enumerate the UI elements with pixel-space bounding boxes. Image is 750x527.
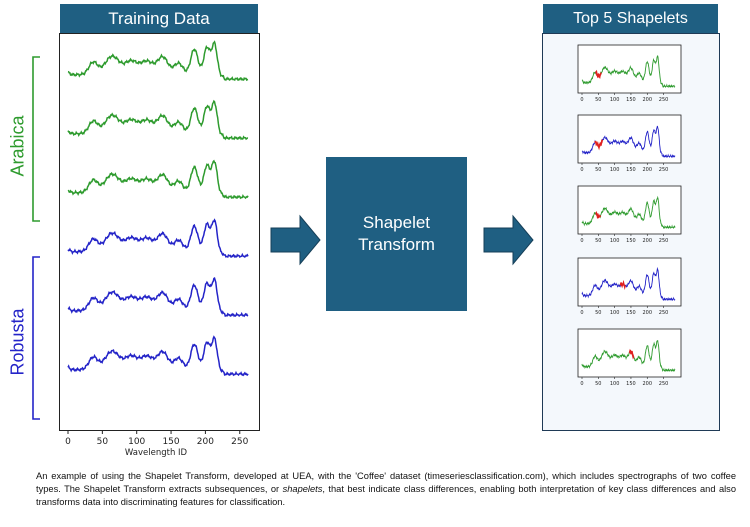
x-tick-label: 100 <box>128 437 145 447</box>
shapelet-x-tick-label: 200 <box>642 167 652 173</box>
shapelet-x-tick-label: 0 <box>580 310 583 316</box>
shapelet-x-tick-label: 200 <box>642 97 652 103</box>
shapelet-x-tick-label: 0 <box>580 238 583 244</box>
x-tick-label: 150 <box>162 437 179 447</box>
x-tick-label: 250 <box>231 437 248 447</box>
caption-italic: shapelets <box>282 484 323 494</box>
shapelet-x-tick-label: 0 <box>580 167 583 173</box>
shapelet-x-tick-label: 200 <box>642 310 652 316</box>
x-tick-label: 50 <box>97 437 109 447</box>
caption-text: An example of using the Shapelet Transfo… <box>36 471 736 494</box>
shapelet-x-tick-label: 50 <box>595 238 601 244</box>
training-spectrum-line <box>67 218 249 259</box>
shapelet-x-tick-label: 100 <box>610 238 620 244</box>
training-spectra: 0 50 100 150 200 250 Wavelength ID <box>65 40 249 458</box>
training-data-panel <box>59 33 260 431</box>
training-spectrum-line <box>67 99 249 141</box>
shapelet-highlight <box>619 279 626 290</box>
shapelet-x-tick-label: 100 <box>610 381 620 387</box>
shapelet-highlight <box>628 348 635 360</box>
shapelet-highlight <box>594 69 602 79</box>
shapelet-x-tick-label: 200 <box>642 238 652 244</box>
figure-caption: An example of using the Shapelet Transfo… <box>36 470 736 509</box>
shapelet-highlight <box>595 210 602 219</box>
shapelet-series-line <box>581 266 676 302</box>
shapelet-x-tick-label: 0 <box>580 381 583 387</box>
top-shapelets-plots: 0 50 100 150 200 250 0 50 100 150 200 250 0 50 100 150 2… <box>577 44 682 387</box>
training-spectrum-line <box>67 159 249 200</box>
top-shapelets-header: Top 5 Shapelets <box>543 4 718 34</box>
x-axis-label: Wavelength ID <box>125 448 188 458</box>
shapelet-x-tick-label: 200 <box>642 381 652 387</box>
arrow-right-icon <box>483 214 534 266</box>
x-tick-label: 200 <box>197 437 214 447</box>
shapelet-x-tick-label: 0 <box>580 97 583 103</box>
shapelet-x-tick-label: 50 <box>595 97 601 103</box>
shapelet-x-tick-label: 150 <box>626 310 636 316</box>
shapelet-highlight <box>594 139 604 151</box>
shapelet-transform-label: Shapelet Transform <box>358 213 435 254</box>
training-spectrum-line <box>67 40 249 82</box>
shapelet-x-tick-label: 50 <box>595 167 601 173</box>
shapelet-series-line <box>581 340 676 373</box>
shapelet-x-tick-label: 250 <box>659 167 669 173</box>
shapelet-x-tick-label: 250 <box>659 97 669 103</box>
shapelet-x-tick-label: 150 <box>626 381 636 387</box>
training-spectrum-line <box>67 277 249 318</box>
shapelet-x-tick-label: 250 <box>659 238 669 244</box>
arabica-bracket <box>32 56 40 222</box>
training-data-header: Training Data <box>60 4 258 34</box>
shapelet-x-tick-label: 150 <box>626 167 636 173</box>
shapelet-x-tick-label: 50 <box>595 310 601 316</box>
shapelet-x-tick-label: 150 <box>626 238 636 244</box>
shapelet-x-tick-label: 100 <box>610 310 620 316</box>
shapelet-x-tick-label: 100 <box>610 97 620 103</box>
shapelet-transform-box: Shapelet Transform <box>326 157 467 311</box>
shapelet-x-tick-label: 50 <box>595 381 601 387</box>
training-spectrum-line <box>67 335 249 377</box>
arrow-right-icon <box>270 214 321 266</box>
robusta-bracket <box>32 256 40 420</box>
shapelet-x-tick-label: 250 <box>659 381 669 387</box>
shapelet-x-tick-label: 250 <box>659 310 669 316</box>
caption-text-end: , that best indicate class differences, … <box>36 484 736 507</box>
x-tick-label: 0 <box>65 437 71 447</box>
shapelet-x-tick-label: 100 <box>610 167 620 173</box>
shapelet-x-tick-label: 150 <box>626 97 636 103</box>
